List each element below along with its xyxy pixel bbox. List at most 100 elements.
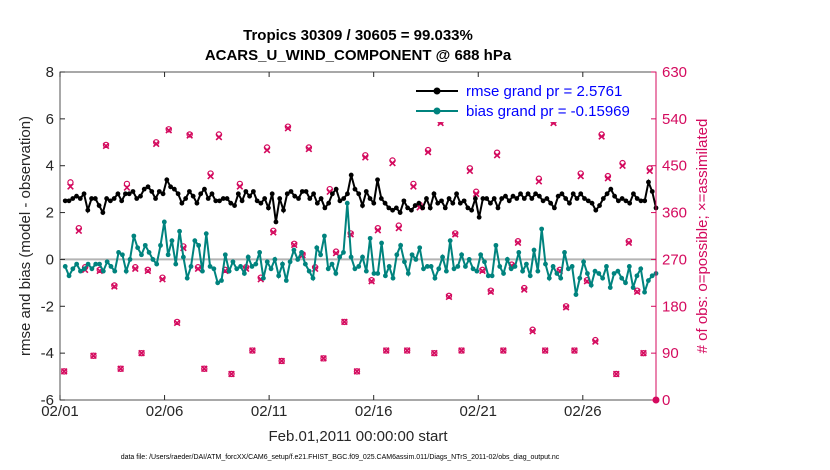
chart-subtitle: ACARS_U_WIND_COMPONENT @ 688 hPa <box>205 47 512 64</box>
obs-assimilated-point <box>389 159 396 167</box>
bias-point <box>173 261 179 267</box>
obs-possible-point <box>249 347 256 354</box>
bias-point <box>470 266 476 272</box>
obs-possible-point <box>403 347 411 354</box>
y2-tick-label: 540 <box>662 111 687 128</box>
rmse-point <box>646 179 651 185</box>
bias-point <box>230 259 236 265</box>
obs-assimilated-point <box>458 347 465 354</box>
obs-assimilated-point <box>102 142 110 150</box>
bias-point <box>97 261 102 267</box>
rmse-point <box>247 193 253 199</box>
rmse-point <box>262 196 268 201</box>
rmse-point <box>288 189 294 194</box>
obs-assimilated-point <box>646 167 654 175</box>
rmse-point <box>600 196 606 201</box>
legend-bias-label: bias grand pr = -0.15969 <box>466 103 630 120</box>
bias-point <box>539 226 545 232</box>
rmse-point <box>503 193 508 199</box>
rmse-point <box>194 200 200 206</box>
y2-tick-label: 270 <box>662 251 687 268</box>
obs-possible-point <box>500 347 507 354</box>
rmse-point <box>536 193 542 199</box>
bias-point <box>291 247 297 253</box>
obs-possible-point <box>445 292 453 300</box>
rmse-point <box>623 198 629 204</box>
rmse-point <box>615 198 621 204</box>
y2-tick-label: 450 <box>662 158 687 175</box>
bias-point <box>363 268 369 274</box>
rmse-point <box>446 196 452 201</box>
obs-possible-point <box>541 347 549 354</box>
rmse-point <box>578 191 584 197</box>
obs-assimilated-point <box>152 140 160 148</box>
bias-point <box>390 275 396 281</box>
bias-point <box>200 268 205 274</box>
rmse-point <box>390 207 395 213</box>
obs-possible-point <box>452 230 459 237</box>
bias-point <box>409 252 415 258</box>
rmse-point <box>217 198 222 204</box>
rmse-point <box>454 191 459 197</box>
y2-tick-label: 0 <box>662 392 670 409</box>
x-tick-label: 02/11 <box>251 403 287 420</box>
obs-assimilated-point <box>332 249 340 257</box>
obs-assimilated-point <box>341 318 348 326</box>
bias-point <box>169 238 175 244</box>
bias-point <box>382 273 388 279</box>
rmse-point <box>499 196 505 201</box>
chart-title: Tropics 30309 / 30605 = 99.033% <box>243 27 473 44</box>
rmse-point <box>198 191 204 197</box>
obs-possible-point <box>347 230 354 237</box>
rmse-point <box>363 189 369 194</box>
rmse-point <box>66 198 72 204</box>
rmse-point <box>175 191 181 197</box>
bias-point <box>463 264 468 269</box>
rmse-point <box>77 196 83 201</box>
bias-point <box>516 250 522 255</box>
bias-point <box>108 264 114 269</box>
obs-possible-point <box>67 179 74 186</box>
obs-assimilated-point <box>320 354 327 362</box>
rmse-point <box>484 196 490 201</box>
y2-tick-label: 630 <box>662 64 687 81</box>
bias-point <box>443 268 449 274</box>
bias-point <box>123 268 129 274</box>
rmse-point <box>412 203 418 208</box>
bias-point <box>573 292 579 297</box>
rmse-point <box>401 198 407 204</box>
rmse-point <box>341 196 347 201</box>
rmse-point <box>322 205 328 211</box>
obs-possible-point <box>117 365 124 372</box>
bias-point <box>112 268 118 274</box>
plot-area <box>59 71 657 401</box>
rmse-point <box>427 205 433 211</box>
rmse-point <box>424 196 429 201</box>
rmse-point <box>258 200 264 206</box>
rmse-point <box>540 198 546 204</box>
obs-assimilated-point <box>598 133 605 140</box>
bias-point <box>642 289 647 295</box>
bias-point <box>356 264 362 269</box>
rmse-point <box>574 196 580 201</box>
bias-point <box>215 280 221 286</box>
bias-point <box>219 278 224 283</box>
rmse-point <box>171 186 177 192</box>
bias-point <box>135 245 141 251</box>
bias-point <box>78 268 83 274</box>
bias-point <box>85 261 91 267</box>
obs-assimilated-point <box>173 319 181 327</box>
bias-point <box>104 259 110 265</box>
bias-point <box>371 271 377 276</box>
rmse-point <box>202 186 207 192</box>
bias-point <box>287 259 293 265</box>
rmse-point <box>119 198 125 204</box>
y-tick-label: -2 <box>41 298 54 315</box>
rmse-point <box>597 203 602 208</box>
obs-possible-point <box>320 355 327 362</box>
rmse-point <box>488 200 493 206</box>
bias-point <box>280 261 285 267</box>
obs-assimilated-point <box>493 151 501 159</box>
obs-possible-point <box>138 349 145 357</box>
